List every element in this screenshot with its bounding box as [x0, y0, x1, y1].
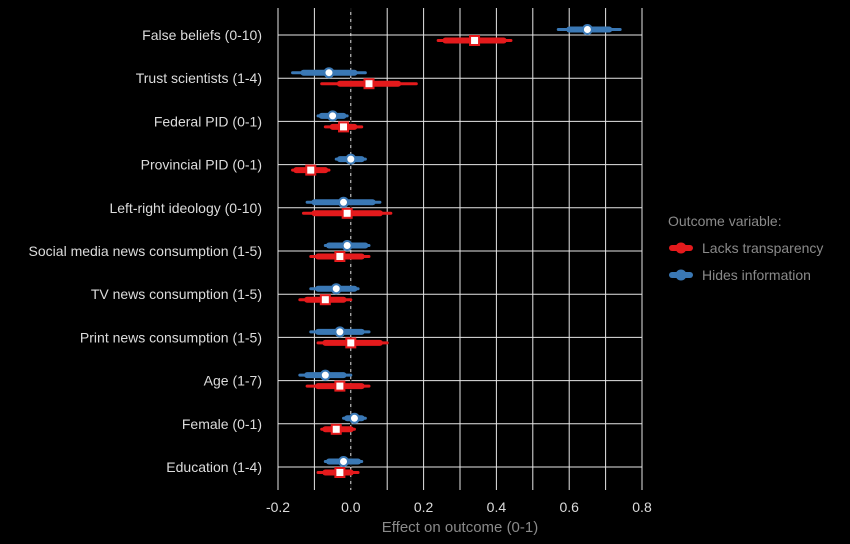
series-hides-information: [291, 24, 622, 467]
y-tick-label: Education (1-4): [166, 459, 262, 475]
point-estimate: [323, 67, 335, 79]
point-estimate: [305, 164, 317, 176]
grid-lines: [277, 8, 643, 490]
y-tick-label: TV news consumption (1-5): [91, 286, 262, 302]
chart-marks: [291, 24, 622, 478]
x-axis-ticks: -0.2 0.0 0.2 0.4 0.6 0.8: [266, 499, 652, 515]
point-estimate: [581, 24, 593, 35]
y-tick-label: Provincial PID (0-1): [141, 157, 262, 173]
y-tick-label: Female (0-1): [182, 416, 262, 432]
point-estimate: [330, 423, 342, 435]
legend-key-point: [675, 242, 687, 254]
y-tick-label: Left-right ideology (0-10): [109, 200, 262, 216]
point-estimate: [338, 196, 350, 208]
x-tick-label: 0.8: [632, 499, 652, 515]
point-estimate: [334, 326, 346, 338]
point-estimate: [327, 110, 339, 122]
x-tick-label: 0.0: [341, 499, 361, 515]
point-estimate: [319, 369, 331, 381]
y-tick-label: Print news consumption (1-5): [80, 329, 262, 345]
y-tick-label: False beliefs (0-10): [142, 27, 262, 43]
y-tick-label: Age (1-7): [204, 373, 262, 389]
point-estimate: [334, 467, 346, 478]
point-estimate: [345, 153, 357, 165]
point-estimate: [334, 380, 346, 392]
series-lacks-transparency: [291, 35, 513, 478]
y-tick-label: Trust scientists (1-4): [136, 70, 262, 86]
y-tick-label: Federal PID (0-1): [154, 113, 262, 129]
x-tick-label: 0.6: [559, 499, 579, 515]
legend: Outcome variable: Lacks transparency Hide…: [668, 213, 823, 283]
y-tick-label: Social media news consumption (1-5): [29, 243, 262, 259]
point-estimate: [338, 456, 350, 467]
point-estimate: [330, 283, 342, 295]
legend-key-point: [675, 269, 687, 281]
point-estimate: [319, 294, 331, 306]
point-estimate: [334, 251, 346, 262]
x-tick-label: 0.2: [414, 499, 434, 515]
point-estimate: [469, 35, 481, 46]
legend-label: Hides information: [702, 267, 811, 283]
x-axis-label: Effect on outcome (0-1): [382, 519, 538, 536]
point-estimate: [348, 412, 360, 424]
point-estimate: [341, 207, 353, 219]
legend-title: Outcome variable:: [668, 213, 782, 229]
point-estimate: [341, 240, 353, 251]
point-estimate: [345, 337, 357, 349]
point-estimate: [338, 121, 350, 133]
x-tick-label: 0.4: [487, 499, 507, 515]
point-estimate: [363, 78, 375, 90]
x-tick-label: -0.2: [266, 499, 290, 515]
y-axis-ticks: False beliefs (0-10) Trust scientists (1-…: [29, 27, 262, 475]
legend-label: Lacks transparency: [702, 240, 823, 256]
